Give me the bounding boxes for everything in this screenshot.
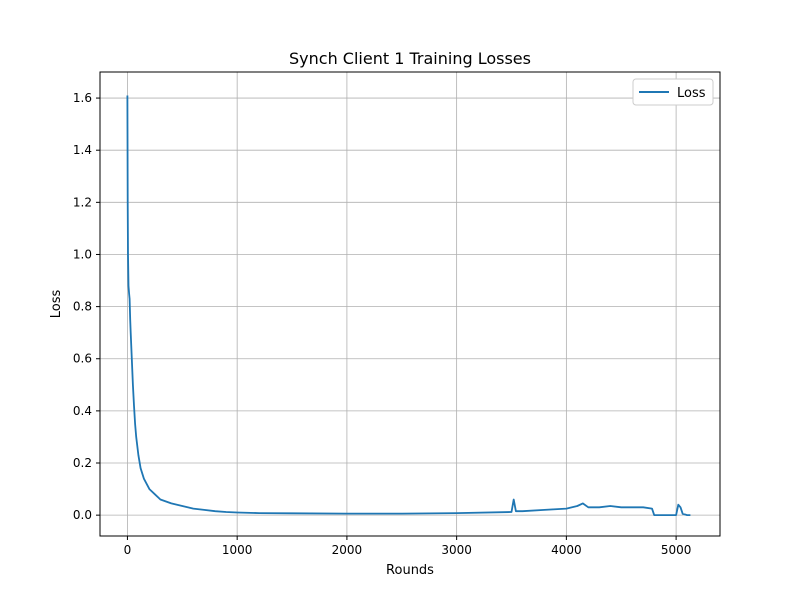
series-layer (126, 95, 691, 516)
grid (100, 72, 720, 536)
x-tick-label: 4000 (551, 543, 582, 557)
x-tick-label: 0 (124, 543, 132, 557)
chart-title: Synch Client 1 Training Losses (289, 49, 531, 68)
x-tick-label: 5000 (661, 543, 692, 557)
y-tick-label: 0.4 (73, 404, 92, 418)
y-tick-label: 0.2 (73, 456, 92, 470)
x-tick-label: 3000 (441, 543, 472, 557)
y-axis-ticks: 0.0 0.2 0.4 0.6 0.8 1.0 1.2 1.4 1.6 (73, 91, 100, 522)
x-tick-label: 1000 (222, 543, 253, 557)
y-tick-label: 0.6 (73, 352, 92, 366)
y-axis-label: Loss (49, 290, 64, 319)
x-tick-label: 2000 (332, 543, 363, 557)
x-axis-label: Rounds (386, 563, 434, 578)
legend-label: Loss (677, 86, 706, 101)
legend-box (632, 78, 714, 106)
y-tick-label: 0.0 (73, 508, 92, 522)
y-tick-label: 1.4 (73, 143, 92, 157)
legend: Loss (632, 78, 714, 106)
y-tick-label: 1.0 (73, 247, 92, 261)
y-tick-label: 1.2 (73, 195, 92, 209)
y-tick-label: 0.8 (73, 300, 92, 314)
x-axis-ticks: 0 1000 2000 3000 4000 5000 (124, 536, 692, 557)
plot-area-frame (99, 71, 721, 537)
y-tick-label: 1.6 (73, 91, 92, 105)
series-line-loss (126, 95, 691, 516)
